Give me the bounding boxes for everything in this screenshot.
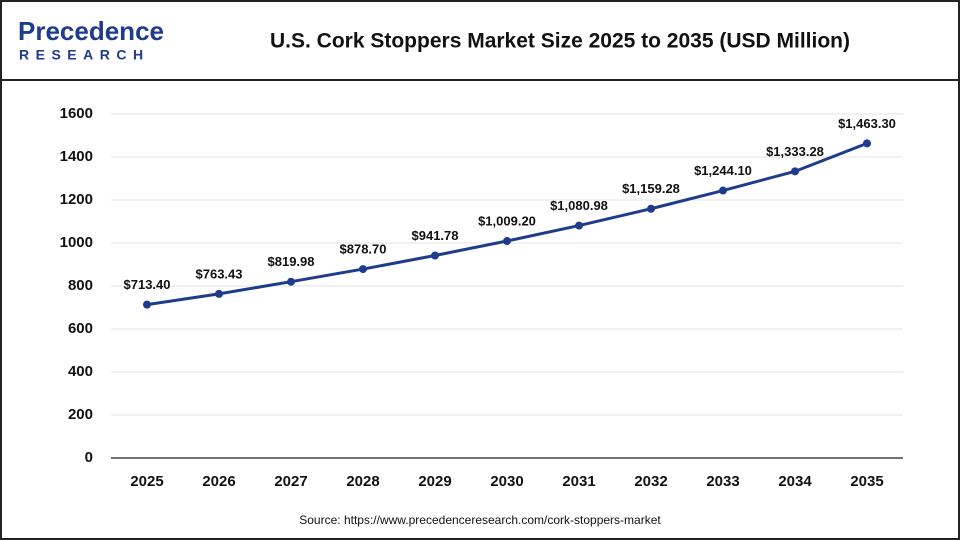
marker <box>143 300 151 309</box>
marker <box>647 204 655 213</box>
value-label: $819.98 <box>268 254 315 269</box>
logo-tagline: RESEARCH <box>19 47 150 63</box>
logo-name: Precedence <box>18 16 164 46</box>
y-tick-label: 1400 <box>60 148 93 165</box>
marker <box>359 265 367 274</box>
value-label: $1,244.10 <box>694 163 752 178</box>
chart-title: U.S. Cork Stoppers Market Size 2025 to 2… <box>270 30 850 53</box>
x-tick-label: 2028 <box>346 473 379 490</box>
value-label: $1,463.30 <box>838 116 896 131</box>
value-label: $878.70 <box>340 242 387 257</box>
y-tick-label: 600 <box>68 320 93 337</box>
x-tick-label: 2031 <box>562 473 595 490</box>
marker <box>431 251 439 260</box>
value-label: $1,080.98 <box>550 198 608 213</box>
marker <box>575 221 583 230</box>
marker <box>863 139 871 148</box>
x-tick-label: 2025 <box>130 473 163 490</box>
value-label: $1,333.28 <box>766 144 824 159</box>
y-tick-label: 1600 <box>60 105 93 122</box>
x-tick-label: 2026 <box>202 473 235 490</box>
marker <box>287 277 295 286</box>
marker <box>215 289 223 298</box>
x-tick-label: 2027 <box>274 473 307 490</box>
marker <box>503 237 511 246</box>
y-tick-label: 200 <box>68 406 93 423</box>
value-label: $941.78 <box>412 228 459 243</box>
x-tick-label: 2035 <box>850 473 883 490</box>
x-tick-label: 2032 <box>634 473 667 490</box>
x-tick-label: 2033 <box>706 473 739 490</box>
y-tick-label: 0 <box>85 449 93 466</box>
x-tick-label: 2030 <box>490 473 523 490</box>
marker <box>791 167 799 176</box>
y-tick-label: 1200 <box>60 191 93 208</box>
value-label: $763.43 <box>196 266 243 281</box>
marker <box>719 186 727 195</box>
source: Source: https://www.precedenceresearch.c… <box>299 513 661 527</box>
x-tick-label: 2029 <box>418 473 451 490</box>
y-tick-label: 800 <box>68 277 93 294</box>
x-tick-label: 2034 <box>778 473 812 490</box>
y-tick-label: 1000 <box>60 234 93 251</box>
value-label: $1,009.20 <box>478 213 536 228</box>
y-tick-label: 400 <box>68 363 93 380</box>
value-label: $713.40 <box>124 277 171 292</box>
value-label: $1,159.28 <box>622 181 680 196</box>
